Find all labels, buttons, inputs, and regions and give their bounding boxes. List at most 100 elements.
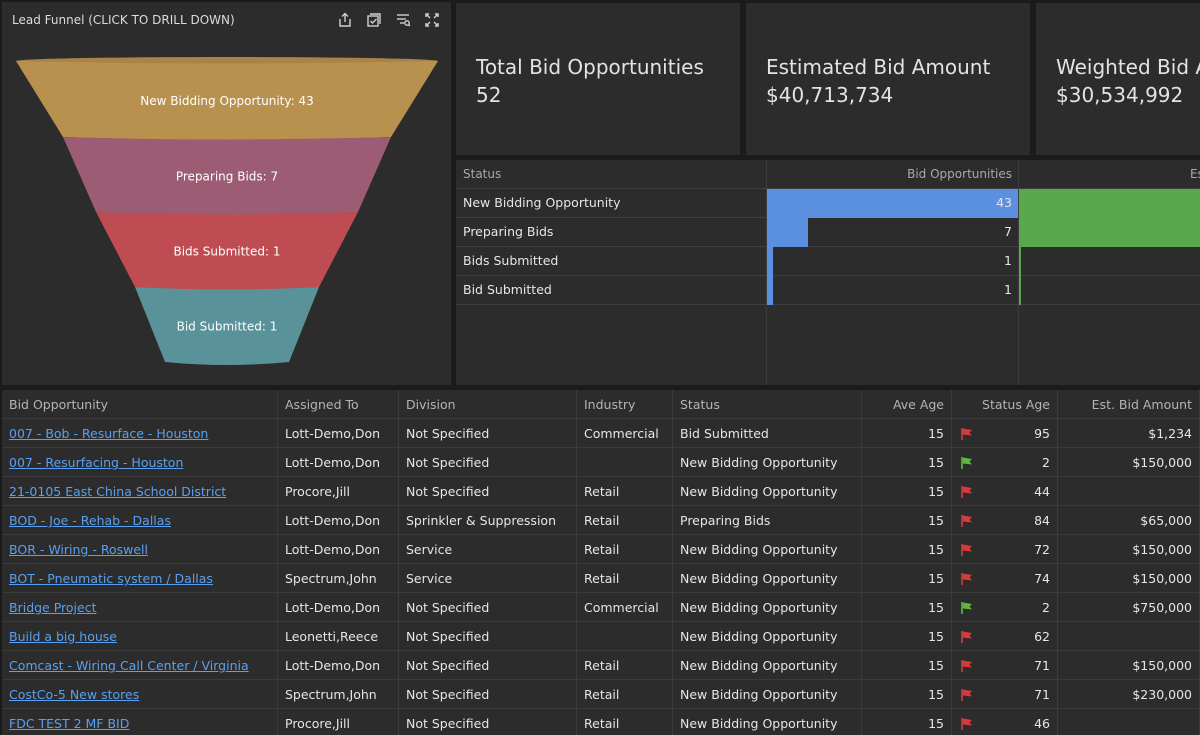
table-row[interactable]: BOD - Joe - Rehab - Dallas Lott-Demo,Don S… xyxy=(2,506,1200,535)
table-row[interactable]: FDC TEST 2 MF BID Procore,Jill Not Specifi… xyxy=(2,709,1200,735)
flag-icon xyxy=(961,689,972,701)
bid-opportunity-link[interactable]: FDC TEST 2 MF BID xyxy=(9,716,130,731)
bid-opportunity-cell: Bridge Project xyxy=(2,593,278,621)
assigned-to-cell: Leonetti,Reece xyxy=(278,622,399,650)
est-bid-amount-cell: $750,000 xyxy=(1058,593,1200,621)
ave-age-cell: 15 xyxy=(862,593,952,621)
division-cell: Not Specified xyxy=(399,419,577,447)
assigned-to-cell: Lott-Demo,Don xyxy=(278,506,399,534)
lead-funnel-chart[interactable]: New Bidding Opportunity: 43 Preparing Bid… xyxy=(2,42,451,377)
assigned-to-cell: Lott-Demo,Don xyxy=(278,535,399,563)
bid-opportunity-link[interactable]: Bridge Project xyxy=(9,600,97,615)
column-header-industry[interactable]: Industry xyxy=(577,390,673,418)
status-table-row[interactable]: New Bidding Opportunity 43 xyxy=(456,189,1200,218)
status-cell: Preparing Bids xyxy=(673,506,862,534)
bid-opportunity-cell: Comcast - Wiring Call Center / Virginia xyxy=(2,651,278,679)
bid-opportunity-link[interactable]: Build a big house xyxy=(9,629,117,644)
bid-opportunity-link[interactable]: Comcast - Wiring Call Center / Virginia xyxy=(9,658,249,673)
assigned-to-cell: Lott-Demo,Don xyxy=(278,448,399,476)
export-button[interactable] xyxy=(335,10,354,29)
status-age-cell: 62 xyxy=(952,622,1058,650)
bid-opportunities-count: 1 xyxy=(1004,282,1012,297)
fullscreen-button[interactable] xyxy=(422,10,441,29)
table-row[interactable]: Comcast - Wiring Call Center / Virginia L… xyxy=(2,651,1200,680)
select-button[interactable] xyxy=(364,10,383,29)
status-name: Preparing Bids xyxy=(463,224,554,239)
status-age-cell: 71 xyxy=(952,651,1058,679)
table-row[interactable]: Build a big house Leonetti,Reece Not Speci… xyxy=(2,622,1200,651)
est-bid-amount-cell: $230,000 xyxy=(1058,680,1200,708)
funnel-segment[interactable] xyxy=(63,137,391,215)
column-header-status-age[interactable]: Status Age xyxy=(952,390,1058,418)
fullscreen-icon xyxy=(424,12,439,27)
column-header-assigned-to[interactable]: Assigned To xyxy=(278,390,399,418)
flag-icon xyxy=(961,718,972,730)
status-cell: New Bidding Opportunity xyxy=(673,593,862,621)
kpi-label: Total Bid Opportunities xyxy=(476,55,704,79)
funnel-segment[interactable] xyxy=(96,212,358,290)
column-header-bid-opportunity[interactable]: Bid Opportunity xyxy=(2,390,278,418)
column-header-status[interactable]: Status xyxy=(463,167,502,181)
column-header-division[interactable]: Division xyxy=(399,390,577,418)
estimated-amount-bar xyxy=(1019,247,1021,276)
column-header-bid-opportunities[interactable]: Bid Opportunities xyxy=(907,167,1012,181)
funnel-segment-label: Bids Submitted: 1 xyxy=(173,245,280,259)
est-bid-amount-cell xyxy=(1058,622,1200,650)
table-row[interactable]: 007 - Bob - Resurface - Houston Lott-Demo… xyxy=(2,419,1200,448)
status-table-row[interactable]: Bid Submitted 1 xyxy=(456,276,1200,305)
bid-opportunity-link[interactable]: BOT - Pneumatic system / Dallas xyxy=(9,571,213,586)
table-row[interactable]: BOT - Pneumatic system / Dallas Spectrum,… xyxy=(2,564,1200,593)
status-cell: New Bidding Opportunity xyxy=(673,622,862,650)
bid-opportunity-cell: 007 - Resurfacing - Houston xyxy=(2,448,278,476)
bid-opportunity-link[interactable]: 007 - Resurfacing - Houston xyxy=(9,455,184,470)
bid-opportunity-link[interactable]: BOR - Wiring - Roswell xyxy=(9,542,148,557)
industry-cell: Retail xyxy=(577,535,673,563)
kpi-value: $30,534,992 xyxy=(1056,83,1184,107)
status-table-row[interactable]: Preparing Bids 7 xyxy=(456,218,1200,247)
column-header-estimated[interactable]: Es xyxy=(1190,167,1200,181)
column-header-ave-age[interactable]: Ave Age xyxy=(862,390,952,418)
funnel-segment[interactable] xyxy=(16,61,438,140)
ave-age-cell: 15 xyxy=(862,709,952,735)
division-cell: Not Specified xyxy=(399,680,577,708)
flag-icon xyxy=(961,573,972,585)
status-name: New Bidding Opportunity xyxy=(463,195,621,210)
table-row[interactable]: CostCo-5 New stores Spectrum,John Not Spec… xyxy=(2,680,1200,709)
industry-cell: Retail xyxy=(577,651,673,679)
table-row[interactable]: 21-0105 East China School District Procor… xyxy=(2,477,1200,506)
export-icon xyxy=(338,12,351,27)
bid-opportunities-bar xyxy=(767,218,808,247)
industry-cell: Retail xyxy=(577,564,673,592)
table-row[interactable]: Bridge Project Lott-Demo,Don Not Specified… xyxy=(2,593,1200,622)
bid-opportunity-link[interactable]: 21-0105 East China School District xyxy=(9,484,227,499)
column-header-status[interactable]: Status xyxy=(673,390,862,418)
flag-icon xyxy=(961,515,972,527)
est-bid-amount-cell: $150,000 xyxy=(1058,448,1200,476)
flag-icon xyxy=(961,631,972,643)
bid-opportunity-link[interactable]: BOD - Joe - Rehab - Dallas xyxy=(9,513,171,528)
filter-button[interactable] xyxy=(393,10,412,29)
status-cell: New Bidding Opportunity xyxy=(673,477,862,505)
est-bid-amount-cell xyxy=(1058,477,1200,505)
table-row[interactable]: 007 - Resurfacing - Houston Lott-Demo,Don… xyxy=(2,448,1200,477)
status-name: Bids Submitted xyxy=(463,253,559,268)
est-bid-amount-cell: $1,234 xyxy=(1058,419,1200,447)
funnel-segment[interactable] xyxy=(135,287,319,365)
ave-age-cell: 15 xyxy=(862,564,952,592)
status-age-cell: 44 xyxy=(952,477,1058,505)
flag-icon xyxy=(961,544,972,556)
status-cell: Bid Submitted xyxy=(673,419,862,447)
bid-opportunity-link[interactable]: 007 - Bob - Resurface - Houston xyxy=(9,426,209,441)
bid-opportunity-cell: CostCo-5 New stores xyxy=(2,680,278,708)
ave-age-cell: 15 xyxy=(862,448,952,476)
column-header-est-bid-amount[interactable]: Est. Bid Amount xyxy=(1058,390,1200,418)
ave-age-cell: 15 xyxy=(862,622,952,650)
bid-opportunities-count: 7 xyxy=(1004,224,1012,239)
bid-opportunity-cell: 007 - Bob - Resurface - Houston xyxy=(2,419,278,447)
status-table-row[interactable]: Bids Submitted 1 xyxy=(456,247,1200,276)
assigned-to-cell: Lott-Demo,Don xyxy=(278,419,399,447)
bid-opportunity-link[interactable]: CostCo-5 New stores xyxy=(9,687,140,702)
table-row[interactable]: BOR - Wiring - Roswell Lott-Demo,Don Servi… xyxy=(2,535,1200,564)
division-cell: Not Specified xyxy=(399,709,577,735)
status-age-cell: 84 xyxy=(952,506,1058,534)
